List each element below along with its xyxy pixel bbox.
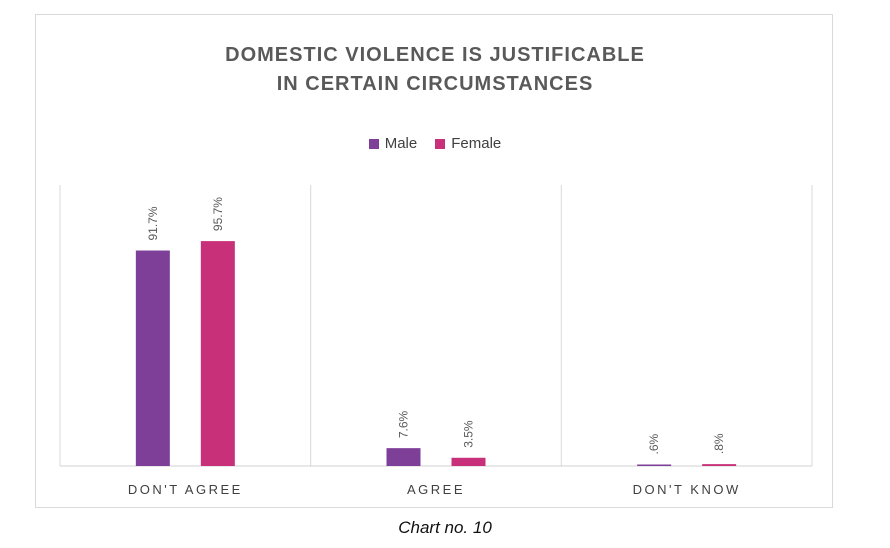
data-label-female-0: 95.7% — [211, 197, 225, 231]
category-label-1: AGREE — [407, 482, 465, 497]
bar-female-1 — [451, 457, 486, 466]
data-label-male-1: 7.6% — [397, 410, 411, 438]
bar-male-1 — [386, 448, 421, 466]
legend-item-male: Male — [368, 135, 418, 152]
bar-female-0 — [200, 241, 235, 466]
bar-male-0 — [135, 250, 170, 466]
legend-swatch-female — [435, 138, 446, 149]
legend-label-female: Female — [451, 135, 502, 152]
category-label-0: DON'T AGREE — [128, 482, 243, 497]
data-label-female-2: .8% — [712, 433, 726, 454]
legend-swatch-male — [368, 138, 379, 149]
chart-legend: Male Female — [36, 135, 834, 152]
chart-title-line-1: DOMESTIC VIOLENCE IS JUSTIFICABLE — [225, 44, 645, 66]
chart-frame: DOMESTIC VIOLENCE IS JUSTIFICABLE IN CER… — [35, 14, 833, 508]
chart-title-line-2: IN CERTAIN CIRCUMSTANCES — [276, 73, 594, 95]
legend-label-male: Male — [384, 135, 418, 152]
chart-caption: Chart no. 10 — [398, 518, 492, 537]
bar-male-2 — [637, 464, 672, 466]
chart-title: DOMESTIC VIOLENCE IS JUSTIFICABLE IN CER… — [36, 41, 834, 99]
category-label-2: DON'T KNOW — [633, 482, 741, 497]
chart-plot: 91.7% 95.7% DON'T AGREE 7.6% 3.5% AGREE .6% .8%… — [59, 185, 813, 497]
data-label-male-0: 91.7% — [146, 206, 160, 240]
data-label-female-1: 3.5% — [462, 420, 476, 448]
bar-female-2 — [702, 464, 737, 466]
legend-item-female: Female — [435, 135, 501, 152]
data-label-male-2: .6% — [647, 433, 661, 454]
